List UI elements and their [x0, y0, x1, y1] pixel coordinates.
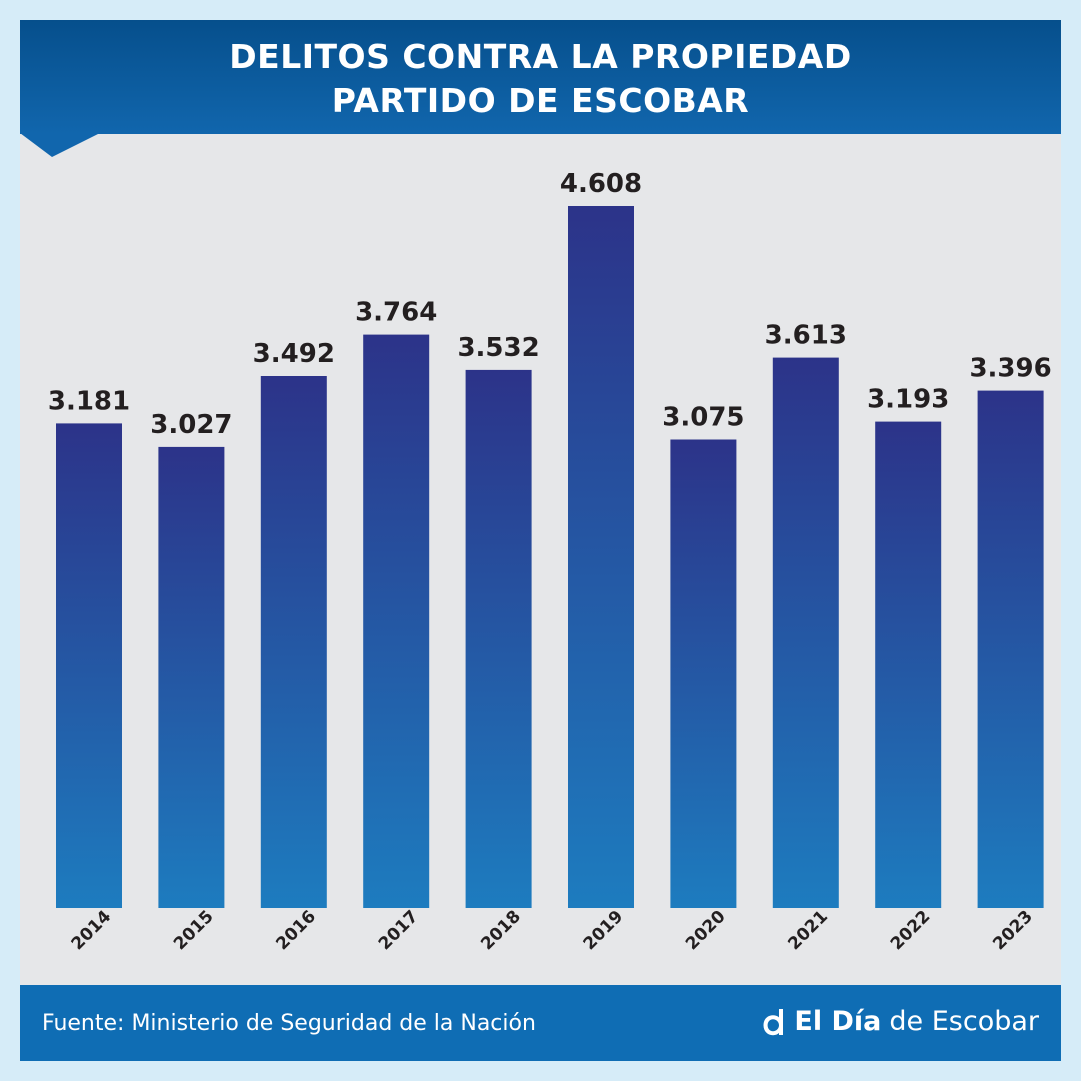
brand-name-rest: de Escobar: [889, 1006, 1039, 1037]
x-tick-label-2022: 2022: [887, 907, 935, 955]
title-banner: DELITOS CONTRA LA PROPIEDAD PARTIDO DE E…: [20, 20, 1061, 134]
bar-2014: [56, 423, 122, 908]
d-logo-icon: [763, 1008, 784, 1035]
x-tick-label-2023: 2023: [989, 907, 1037, 955]
bar-2018: [465, 369, 532, 908]
brand-name-bold: El Día: [794, 1006, 882, 1037]
bar-2021: [772, 357, 839, 909]
bar-2022: [875, 421, 942, 908]
footer-bar: Fuente: Ministerio de Seguridad de la Na…: [20, 985, 1061, 1061]
value-label-2016: 3.492: [253, 339, 335, 369]
x-tick-label-2021: 2021: [784, 907, 832, 955]
bar-2019: [568, 206, 634, 908]
source-credit: Fuente: Ministerio de Seguridad de la Na…: [42, 1011, 536, 1036]
x-tick-label-2019: 2019: [580, 907, 628, 955]
banner-notch: [20, 133, 100, 157]
value-label-2017: 3.764: [355, 298, 437, 328]
value-label-2021: 3.613: [765, 321, 847, 351]
chart-title-line-2: PARTIDO DE ESCOBAR: [331, 81, 750, 120]
bar-2023: [977, 390, 1044, 909]
brand-logo: El Día de Escobar: [762, 1006, 1039, 1037]
value-label-2015: 3.027: [150, 410, 232, 440]
value-label-2022: 3.193: [867, 385, 949, 415]
bar-2016: [260, 376, 327, 908]
chart-title-line-1: DELITOS CONTRA LA PROPIEDAD: [229, 37, 852, 76]
x-tick-label-2020: 2020: [682, 907, 730, 955]
bar-2020: [670, 439, 737, 908]
bar-2015: [158, 446, 225, 908]
value-label-2023: 3.396: [969, 354, 1051, 384]
value-label-2020: 3.075: [662, 403, 744, 433]
value-label-2019: 4.608: [560, 169, 642, 199]
x-tick-label-2018: 2018: [477, 907, 525, 955]
infographic-card: DELITOS CONTRA LA PROPIEDAD PARTIDO DE E…: [20, 20, 1061, 1061]
x-tick-label-2016: 2016: [272, 907, 320, 955]
value-label-2018: 3.532: [457, 333, 539, 363]
x-tick-label-2017: 2017: [375, 907, 423, 955]
x-tick-label-2014: 2014: [68, 907, 116, 955]
x-tick-label-2015: 2015: [170, 907, 218, 955]
value-label-2014: 3.181: [48, 386, 130, 416]
bar-2017: [363, 334, 430, 909]
bar-chart: 3.181 3.027 3.492 3.764 3.532 4.608 3.075 3.613…: [48, 169, 1052, 955]
